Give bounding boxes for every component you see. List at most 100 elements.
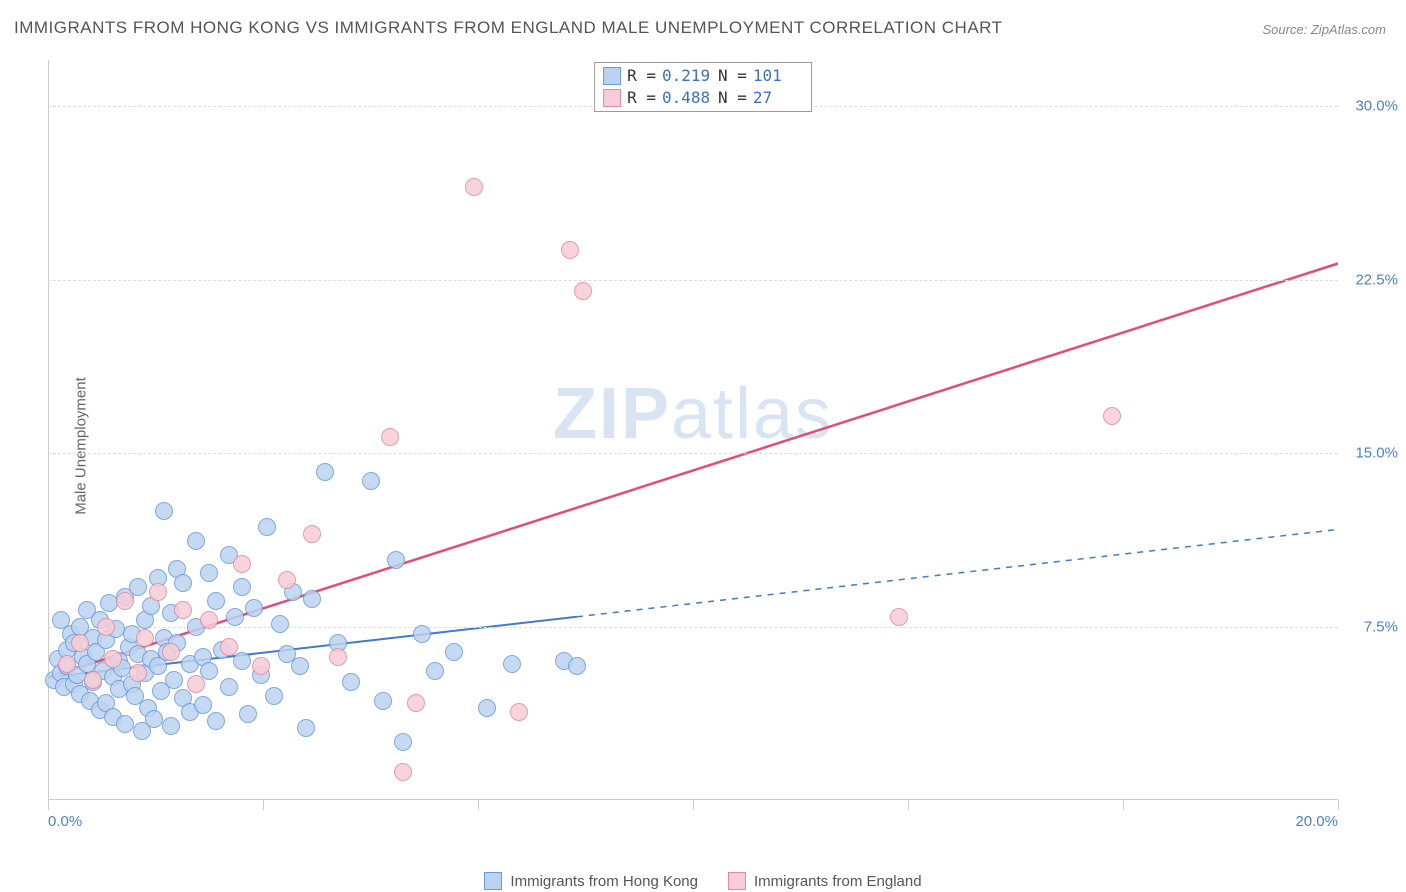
data-point bbox=[187, 675, 205, 693]
legend-label: Immigrants from Hong Kong bbox=[510, 873, 698, 890]
n-label: N = bbox=[718, 65, 747, 87]
data-point bbox=[239, 705, 257, 723]
data-point bbox=[1103, 407, 1121, 425]
data-point bbox=[465, 178, 483, 196]
data-point bbox=[387, 551, 405, 569]
data-point bbox=[574, 282, 592, 300]
data-point bbox=[271, 615, 289, 633]
data-point bbox=[200, 564, 218, 582]
x-tick-label: 0.0% bbox=[48, 813, 82, 830]
data-point bbox=[165, 671, 183, 689]
scatter-plot: ZIPatlas 7.5%15.0%22.5%30.0%0.0%20.0% bbox=[48, 60, 1338, 830]
legend-swatch bbox=[484, 872, 502, 890]
data-point bbox=[233, 578, 251, 596]
data-point bbox=[503, 655, 521, 673]
x-tick bbox=[1123, 800, 1124, 810]
legend-swatch bbox=[603, 67, 621, 85]
data-point bbox=[478, 699, 496, 717]
data-point bbox=[297, 719, 315, 737]
watermark: ZIPatlas bbox=[553, 373, 833, 455]
n-value: 101 bbox=[753, 65, 803, 87]
y-tick-label: 15.0% bbox=[1355, 445, 1398, 462]
data-point bbox=[329, 648, 347, 666]
data-point bbox=[890, 608, 908, 626]
corr-legend-row: R =0.488N = 27 bbox=[603, 87, 803, 109]
data-point bbox=[226, 608, 244, 626]
gridline-h bbox=[48, 453, 1338, 454]
r-value: 0.488 bbox=[662, 87, 712, 109]
data-point bbox=[97, 618, 115, 636]
corr-legend-row: R = 0.219 N = 101 bbox=[603, 65, 803, 87]
data-point bbox=[265, 687, 283, 705]
x-tick-label: 20.0% bbox=[1295, 813, 1338, 830]
x-tick bbox=[48, 800, 49, 810]
data-point bbox=[207, 592, 225, 610]
y-axis-line bbox=[48, 60, 49, 800]
source-label: Source: bbox=[1262, 22, 1310, 37]
data-point bbox=[303, 590, 321, 608]
data-point bbox=[207, 712, 225, 730]
source-attribution: Source: ZipAtlas.com bbox=[1262, 22, 1386, 37]
data-point bbox=[129, 664, 147, 682]
data-point bbox=[136, 629, 154, 647]
data-point bbox=[561, 241, 579, 259]
series-legend: Immigrants from Hong Kong Immigrants from… bbox=[0, 872, 1406, 890]
data-point bbox=[316, 463, 334, 481]
y-tick-label: 30.0% bbox=[1355, 98, 1398, 115]
data-point bbox=[129, 578, 147, 596]
x-tick bbox=[1338, 800, 1339, 810]
data-point bbox=[568, 657, 586, 675]
x-tick bbox=[478, 800, 479, 810]
data-point bbox=[58, 655, 76, 673]
data-point bbox=[342, 673, 360, 691]
data-point bbox=[155, 502, 173, 520]
source-value: ZipAtlas.com bbox=[1311, 22, 1386, 37]
gridline-h bbox=[48, 280, 1338, 281]
data-point bbox=[303, 525, 321, 543]
data-point bbox=[187, 532, 205, 550]
r-value: 0.219 bbox=[662, 65, 712, 87]
data-point bbox=[84, 671, 102, 689]
data-point bbox=[174, 574, 192, 592]
legend-label: Immigrants from England bbox=[754, 873, 922, 890]
data-point bbox=[162, 717, 180, 735]
legend-swatch bbox=[728, 872, 746, 890]
data-point bbox=[220, 638, 238, 656]
data-point bbox=[200, 662, 218, 680]
data-point bbox=[162, 643, 180, 661]
correlation-legend: R = 0.219 N = 101R = 0.488 N = 27 bbox=[594, 62, 812, 112]
data-point bbox=[362, 472, 380, 490]
data-point bbox=[220, 678, 238, 696]
data-point bbox=[445, 643, 463, 661]
legend-item: Immigrants from Hong Kong bbox=[484, 872, 698, 890]
data-point bbox=[71, 634, 89, 652]
data-point bbox=[374, 692, 392, 710]
chart-title: IMMIGRANTS FROM HONG KONG VS IMMIGRANTS … bbox=[14, 18, 1003, 38]
legend-swatch bbox=[603, 89, 621, 107]
data-point bbox=[291, 657, 309, 675]
data-point bbox=[233, 555, 251, 573]
x-tick bbox=[693, 800, 694, 810]
data-point bbox=[394, 733, 412, 751]
data-point bbox=[413, 625, 431, 643]
data-point bbox=[245, 599, 263, 617]
data-point bbox=[381, 428, 399, 446]
data-point bbox=[233, 652, 251, 670]
trend-line-dashed bbox=[577, 529, 1338, 616]
r-label: R = bbox=[627, 65, 656, 87]
data-point bbox=[407, 694, 425, 712]
data-point bbox=[149, 583, 167, 601]
y-tick-label: 22.5% bbox=[1355, 271, 1398, 288]
n-value: 27 bbox=[753, 87, 803, 109]
gridline-h bbox=[48, 627, 1338, 628]
data-point bbox=[394, 763, 412, 781]
data-point bbox=[252, 657, 270, 675]
data-point bbox=[200, 611, 218, 629]
data-point bbox=[258, 518, 276, 536]
data-point bbox=[510, 703, 528, 721]
data-point bbox=[426, 662, 444, 680]
r-label: R = bbox=[627, 87, 656, 109]
legend-item: Immigrants from England bbox=[728, 872, 922, 890]
data-point bbox=[116, 592, 134, 610]
data-point bbox=[194, 696, 212, 714]
